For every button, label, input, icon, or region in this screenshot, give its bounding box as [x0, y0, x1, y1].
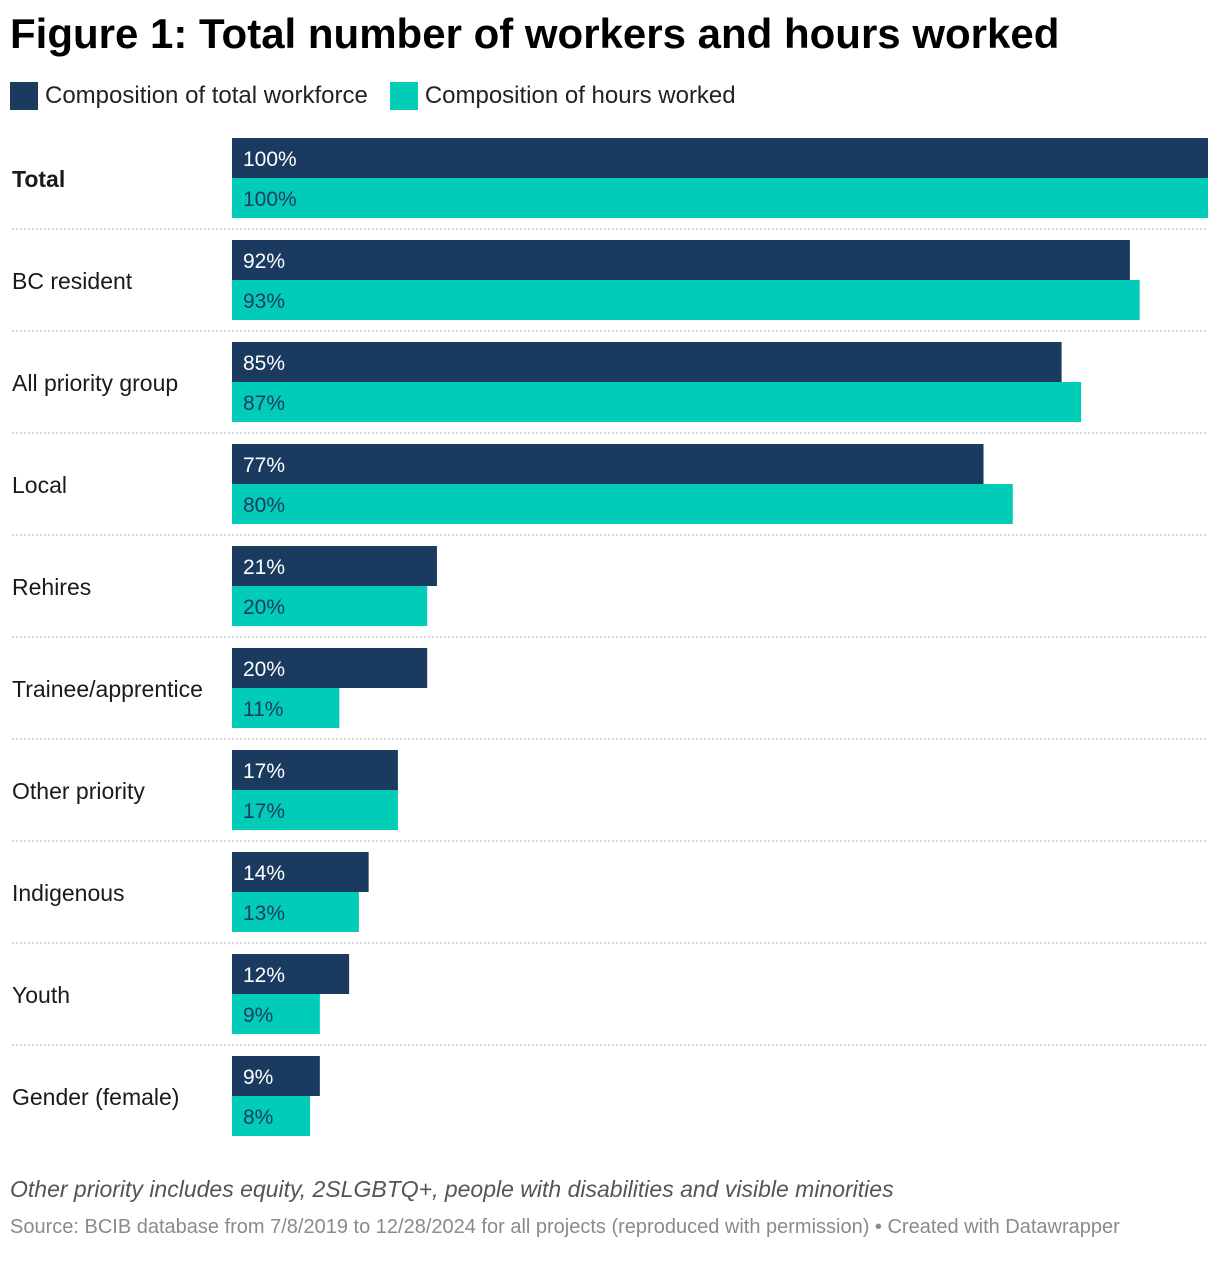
value-label-workforce-all-priority-group: 85% — [243, 352, 285, 375]
bar-workforce-local — [232, 444, 984, 484]
category-label-local: Local — [12, 472, 67, 498]
bar-hours-local — [232, 484, 1013, 524]
category-label-trainee-apprentice: Trainee/apprentice — [12, 676, 203, 702]
bar-workforce-gender-female — [232, 1056, 320, 1096]
bar-workforce-total — [232, 138, 1208, 178]
bar-hours-total — [232, 178, 1208, 218]
bar-workforce-bc-resident — [232, 240, 1130, 280]
bar-workforce-rehires — [232, 546, 437, 586]
category-label-bc-resident: BC resident — [12, 268, 133, 294]
category-label-total: Total — [12, 166, 65, 192]
category-label-gender-female: Gender (female) — [12, 1084, 179, 1110]
value-label-workforce-other-priority: 17% — [243, 760, 285, 783]
bar-chart: Total 100% 100% BC resident 92% 93% All priori… — [12, 138, 1208, 1136]
category-label-youth: Youth — [12, 982, 70, 1008]
category-label-rehires: Rehires — [12, 574, 91, 600]
category-label-all-priority-group: All priority group — [12, 370, 178, 396]
value-label-workforce-trainee-apprentice: 20% — [243, 658, 285, 681]
category-label-other-priority: Other priority — [12, 778, 145, 804]
bar-workforce-other-priority — [232, 750, 398, 790]
bar-workforce-trainee-apprentice — [232, 648, 428, 688]
bar-hours-all-priority-group — [232, 382, 1082, 422]
bar-workforce-all-priority-group — [232, 342, 1062, 382]
value-label-hours-total: 100% — [243, 188, 297, 211]
value-label-workforce-youth: 12% — [243, 964, 285, 987]
value-label-hours-bc-resident: 93% — [243, 290, 285, 313]
value-label-hours-other-priority: 17% — [243, 800, 285, 823]
chart-source: Source: BCIB database from 7/8/2019 to 1… — [10, 1216, 1120, 1238]
value-label-workforce-local: 77% — [243, 454, 285, 477]
bar-hours-indigenous — [232, 892, 359, 932]
value-label-hours-all-priority-group: 87% — [243, 392, 285, 415]
bar-hours-other-priority — [232, 790, 398, 830]
legend-label-hours: Composition of hours worked — [424, 82, 736, 109]
value-label-hours-youth: 9% — [243, 1004, 273, 1027]
chart-title: Figure 1: Total number of workers and ho… — [10, 10, 1060, 57]
legend-swatch-hours — [389, 82, 418, 110]
value-label-hours-indigenous: 13% — [243, 902, 285, 925]
legend-item-hours: Composition of hours worked — [389, 82, 736, 110]
bar-workforce-indigenous — [232, 852, 369, 892]
bar-hours-rehires — [232, 586, 428, 626]
value-label-workforce-rehires: 21% — [243, 556, 285, 579]
value-label-workforce-total: 100% — [243, 148, 297, 171]
bar-hours-trainee-apprentice — [232, 688, 340, 728]
category-label-indigenous: Indigenous — [12, 880, 125, 906]
legend-swatch-workforce — [10, 82, 38, 110]
legend-item-workforce: Composition of total workforce — [10, 82, 368, 110]
value-label-hours-local: 80% — [243, 494, 285, 517]
value-label-workforce-bc-resident: 92% — [243, 250, 285, 273]
chart-notes: Other priority includes equity, 2SLGBTQ+… — [10, 1176, 894, 1202]
value-label-hours-rehires: 20% — [243, 596, 285, 619]
bar-hours-youth — [232, 994, 320, 1034]
bar-workforce-youth — [232, 954, 350, 994]
value-label-hours-trainee-apprentice: 11% — [243, 698, 283, 721]
legend-label-workforce: Composition of total workforce — [45, 82, 368, 109]
legend: Composition of total workforce Compositi… — [10, 82, 758, 110]
value-label-workforce-indigenous: 14% — [243, 862, 285, 885]
value-label-workforce-gender-female: 9% — [243, 1066, 273, 1089]
bar-hours-gender-female — [232, 1096, 311, 1136]
bar-hours-bc-resident — [232, 280, 1140, 320]
value-label-hours-gender-female: 8% — [243, 1106, 273, 1129]
